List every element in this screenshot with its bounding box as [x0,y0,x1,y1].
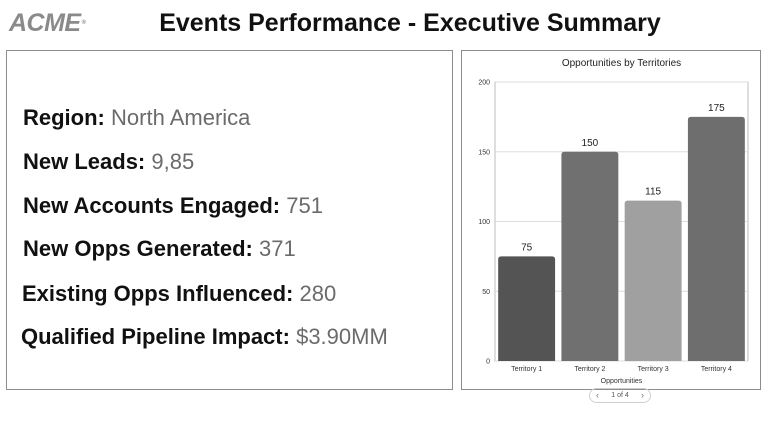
bar [561,151,619,361]
page-title: Events Performance - Executive Summary [159,9,661,37]
data-label: 150 [582,138,599,149]
chevron-left-icon[interactable]: ‹ [596,390,599,400]
x-axis-label: Opportunities [601,378,643,385]
y-tick-label: 50 [482,289,490,296]
chevron-right-icon[interactable]: › [640,390,644,400]
bar [624,200,682,361]
x-tick-label: Territory 1 [511,366,542,373]
kpi-new-accounts: New Accounts Engaged: 751 [23,193,323,219]
kpi-value: 280 [299,281,337,306]
data-label: 175 [708,103,725,114]
x-tick-label: Territory 4 [701,366,732,373]
bar [687,116,745,361]
logo-text: ACME [9,9,81,37]
kpi-region: Region: North America [23,105,250,131]
chart-title: Opportunities by Territories [562,58,681,69]
data-label: 75 [521,242,533,253]
data-label: 115 [645,187,661,198]
kpi-label: Region: [23,105,105,130]
kpi-label: Qualified Pipeline Impact: [21,324,290,349]
kpi-value: $3.90MM [296,324,388,349]
bar-chart: Opportunities by Territories 0 50 100 150 200… [478,58,749,385]
kpi-value: 9,85 [151,149,195,174]
y-tick-label: 100 [478,219,490,226]
kpi-value: 371 [258,236,296,261]
pager: ‹ 1 of 4 › [589,388,651,403]
kpi-value: 751 [286,193,323,218]
y-tick-label: 200 [478,80,490,87]
pager-text: 1 of 4 [611,392,629,399]
kpi-value: North America [111,105,251,130]
acme-logo: ACME® [9,9,86,37]
kpi-pipeline-impact: Qualified Pipeline Impact: $3.90MM [21,324,388,350]
kpi-new-opps: New Opps Generated: 371 [23,236,296,262]
kpi-label: Existing Opps Influenced: [22,281,294,306]
logo-registered-mark: ® [81,20,86,26]
kpi-existing-opps: Existing Opps Influenced: 280 [22,281,336,307]
y-tick-label: 150 [478,149,490,156]
kpi-new-leads: New Leads: 9,85 [23,149,194,175]
chart-panel: Opportunities by Territories 0 50 100 150 200… [461,50,761,390]
y-tick-label: 0 [486,359,490,366]
kpi-panel: Region: North America New Leads: 9,85 Ne… [6,50,453,390]
kpi-label: New Leads: [23,149,146,174]
x-tick-label: Territory 3 [638,366,669,373]
kpi-label: New Accounts Engaged: [23,193,281,218]
bar [498,256,556,361]
kpi-label: New Opps Generated: [23,236,253,261]
x-tick-label: Territory 2 [574,366,605,373]
